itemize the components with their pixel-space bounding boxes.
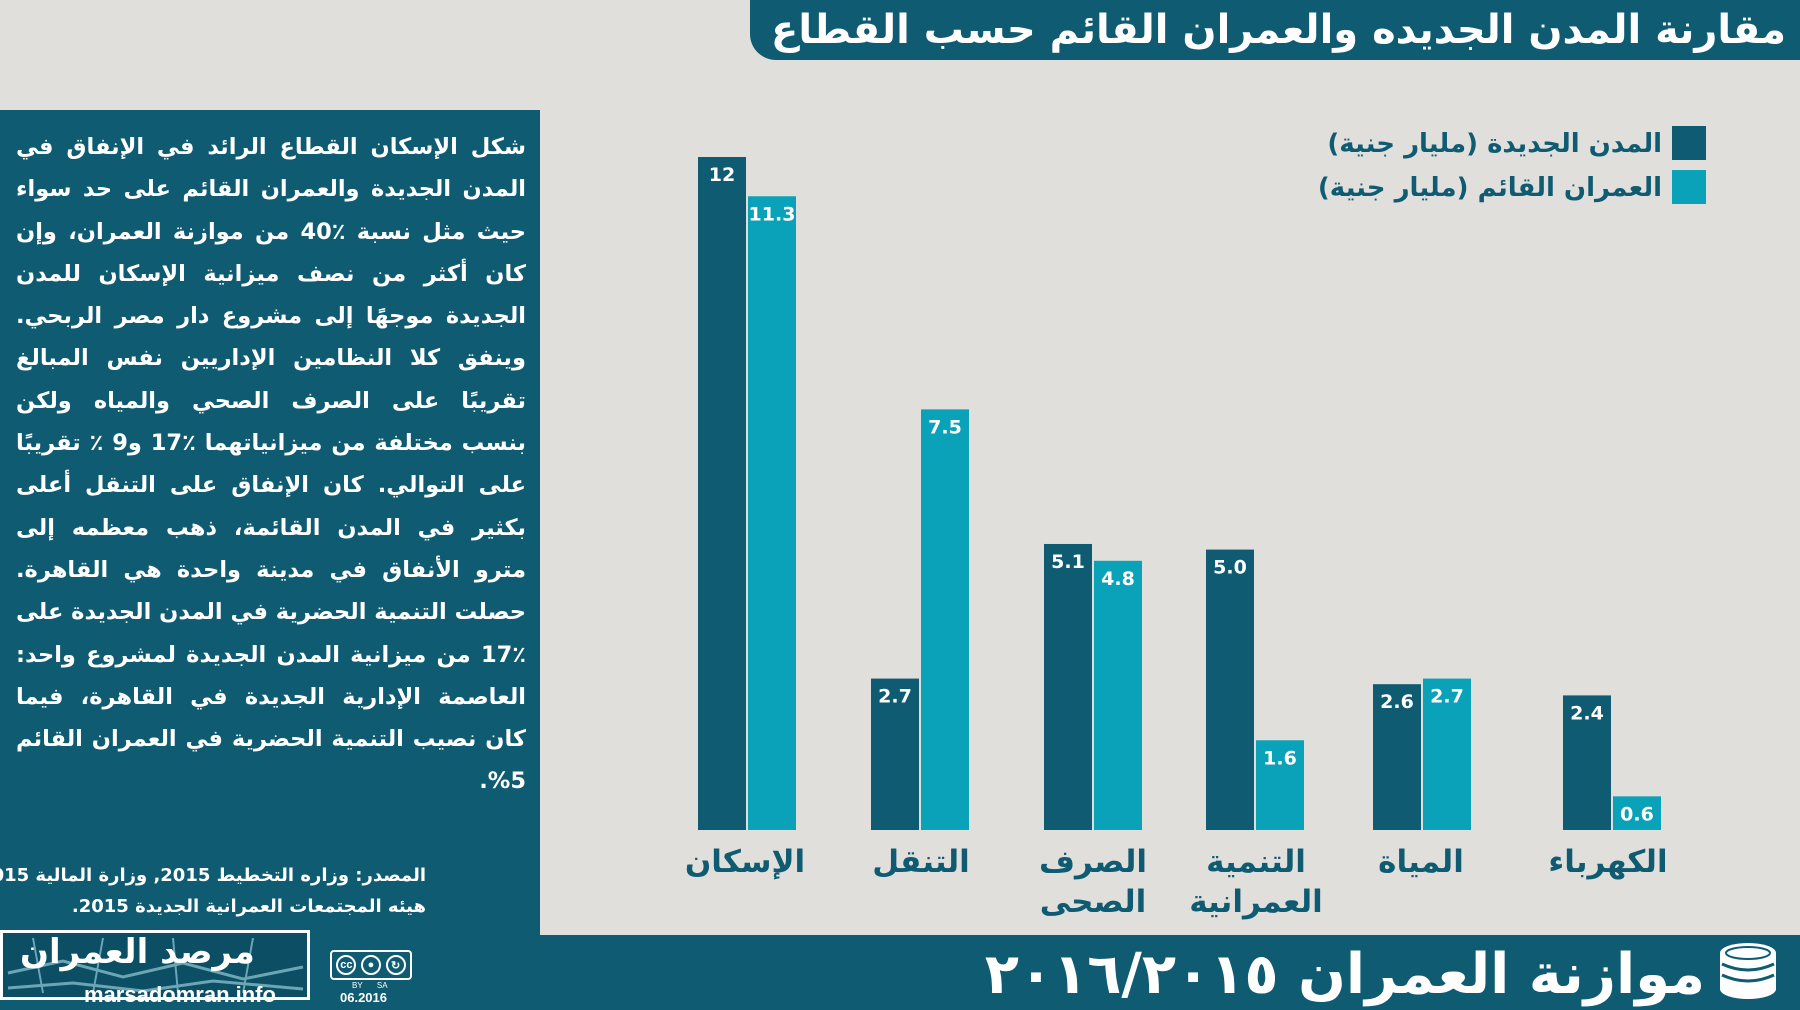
category-label-4-0: المياة bbox=[1378, 844, 1464, 880]
cc-labels: BY SA bbox=[352, 981, 400, 990]
bar-existing-1 bbox=[921, 409, 969, 830]
cc-mark: cc bbox=[336, 955, 357, 975]
logo-url[interactable]: marsadomran.info bbox=[84, 982, 276, 1007]
cc-by-sa-icon: cc ● ↻ bbox=[330, 950, 412, 980]
title-bar: مقارنة المدن الجديده والعمران القائم حسب… bbox=[750, 0, 1800, 60]
coins-icon bbox=[1720, 943, 1776, 999]
bar-new-cities-4 bbox=[1373, 684, 1421, 830]
data-label-0-4: 2.6 bbox=[1380, 691, 1414, 713]
bar-new-cities-3 bbox=[1206, 549, 1254, 830]
category-label-0-0: الإسكان bbox=[685, 844, 805, 880]
cc-by-label: BY bbox=[352, 981, 363, 990]
data-label-0-5: 2.4 bbox=[1570, 702, 1604, 724]
legend-label-0: المدن الجديدة (مليار جنية) bbox=[1327, 129, 1662, 159]
legend-label-1: العمران القائم (مليار جنية) bbox=[1318, 173, 1662, 203]
source-note: المصدر: وزاره التخطيط 2015, وزارة المالي… bbox=[0, 860, 426, 922]
bar-new-cities-0 bbox=[698, 157, 746, 830]
data-label-0-1: 2.7 bbox=[878, 686, 912, 708]
bar-existing-3 bbox=[1256, 740, 1304, 830]
license-date: 06.2016 bbox=[340, 990, 387, 1005]
data-label-1-5: 0.6 bbox=[1620, 803, 1654, 825]
data-label-1-2: 4.8 bbox=[1101, 568, 1135, 590]
by-mark: ● bbox=[360, 955, 381, 975]
bar-existing-2 bbox=[1094, 560, 1142, 830]
legend-swatch-0 bbox=[1672, 126, 1706, 160]
logo: مرصد العمران marsadomran.info bbox=[0, 930, 320, 1010]
source-line-2: هيئه المجتمعات العمرانية الجديدة 2015. bbox=[71, 896, 426, 917]
bar-existing-5 bbox=[1613, 796, 1661, 830]
category-label-3-1: العمرانية bbox=[1189, 884, 1323, 920]
logo-name: مرصد العمران bbox=[20, 932, 255, 972]
category-label-5-0: الكهرباء bbox=[1548, 844, 1667, 880]
category-label-2-1: الصحى bbox=[1040, 884, 1147, 920]
data-label-1-0: 11.3 bbox=[749, 203, 796, 225]
bar-existing-0 bbox=[748, 196, 796, 831]
category-label-1-0: التنقل bbox=[872, 844, 970, 880]
cc-sa-label: SA bbox=[376, 981, 388, 990]
sa-mark: ↻ bbox=[385, 955, 406, 975]
data-label-1-4: 2.7 bbox=[1430, 686, 1464, 708]
legend-swatch-1 bbox=[1672, 170, 1706, 204]
data-label-1-1: 7.5 bbox=[928, 416, 962, 438]
data-label-1-3: 1.6 bbox=[1263, 747, 1297, 769]
bar-existing-4 bbox=[1423, 678, 1471, 830]
category-label-2-0: الصرف bbox=[1039, 844, 1147, 880]
data-label-0-0: 12 bbox=[709, 164, 735, 186]
category-label-3-0: التنمية bbox=[1206, 844, 1306, 880]
bar-new-cities-2 bbox=[1044, 543, 1092, 830]
page-title: مقارنة المدن الجديده والعمران القائم حسب… bbox=[771, 7, 1786, 53]
footer-bar: موازنة العمران ٢٠١٦/٢٠١٥ bbox=[540, 935, 1800, 1010]
source-line-1: المصدر: وزاره التخطيط 2015, وزارة المالي… bbox=[0, 865, 426, 886]
data-label-0-2: 5.1 bbox=[1051, 551, 1085, 573]
data-label-0-3: 5.0 bbox=[1213, 557, 1247, 579]
summary-panel: شكل الإسكان القطاع الرائد في الإنفاق في … bbox=[0, 110, 540, 1010]
footer-title: موازنة العمران ٢٠١٦/٢٠١٥ bbox=[984, 942, 1705, 1007]
bar-new-cities-1 bbox=[871, 678, 919, 830]
summary-text: شكل الإسكان القطاع الرائد في الإنفاق في … bbox=[16, 134, 526, 795]
bar-chart: 12 2.7 5.1 5.0 2.6 2.4 11.3 7.5 4.8 1.6 2.7 0.6 الإس… bbox=[685, 126, 1706, 920]
logo-icon bbox=[0, 930, 310, 1000]
bar-new-cities-5 bbox=[1563, 695, 1611, 830]
